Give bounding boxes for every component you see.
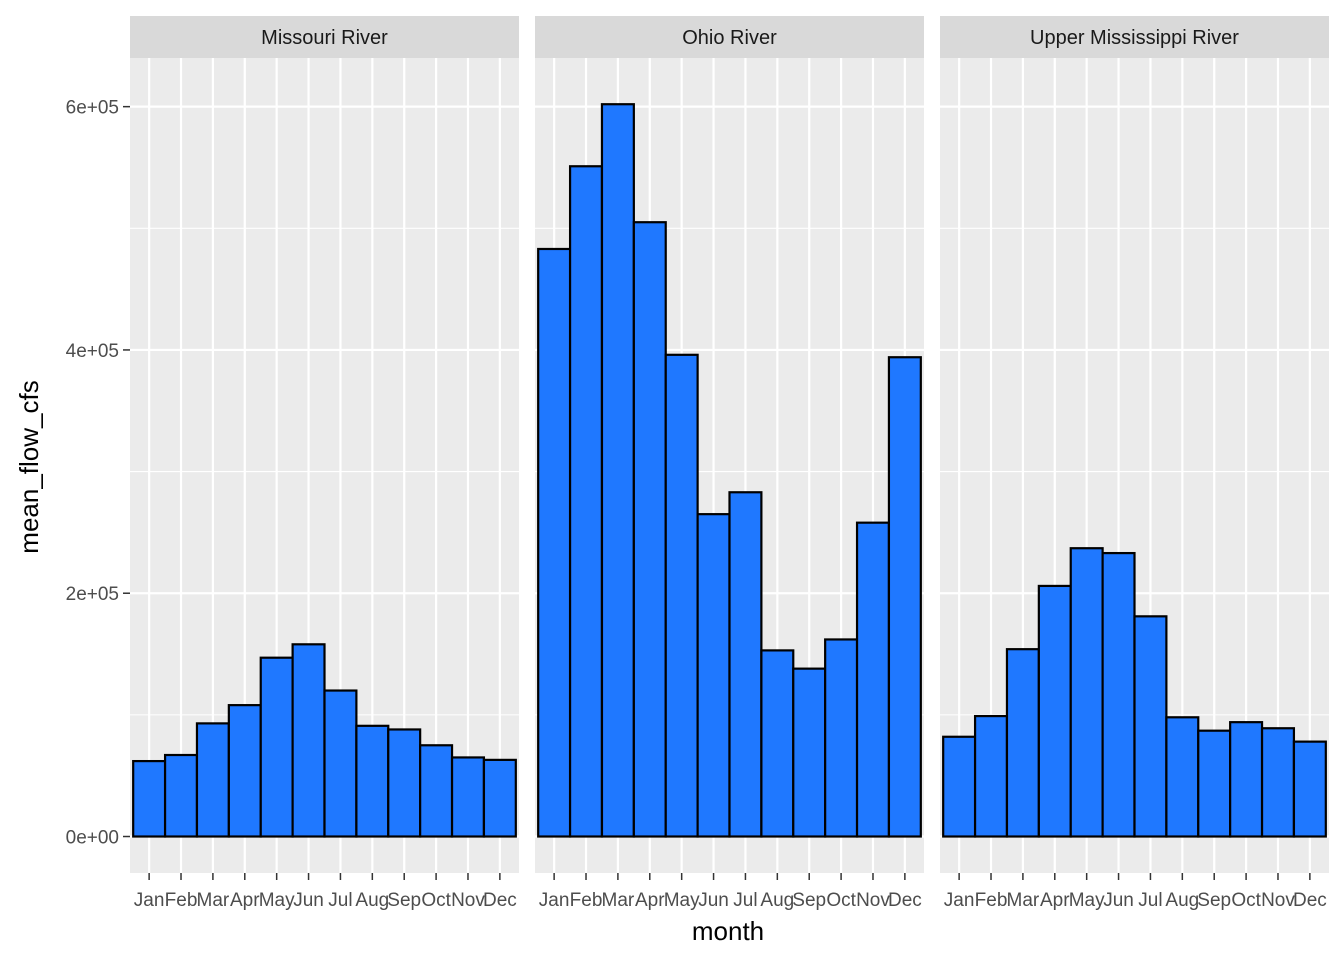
- bar-nov: [450, 756, 486, 838]
- x-tick-label: Nov: [1261, 890, 1295, 911]
- x-tick-label: Jul: [328, 890, 352, 911]
- bar-feb: [163, 753, 199, 838]
- bar-nov: [855, 521, 891, 838]
- x-tick-label: Jan: [134, 890, 165, 911]
- x-tick-label: Jan: [944, 890, 975, 911]
- x-tick-label: Dec: [1293, 890, 1327, 911]
- bar-aug: [1165, 716, 1200, 838]
- x-tick-label: Jun: [1103, 890, 1134, 911]
- bar-jan: [132, 759, 167, 838]
- x-axis-title: month: [692, 916, 764, 946]
- bar-aug: [355, 724, 390, 838]
- x-tick-label: Aug: [760, 890, 794, 911]
- x-tick-label: Jul: [733, 890, 757, 911]
- bar-may: [664, 353, 699, 838]
- y-axis-title: mean_flow_cfs: [14, 380, 44, 553]
- facet-strip: [535, 16, 924, 58]
- x-tick-label: Nov: [856, 890, 890, 911]
- y-tick-label: 4e+05: [66, 341, 119, 362]
- bar-jan: [537, 247, 572, 838]
- x-tick-label: Oct: [826, 890, 856, 911]
- x-tick-label: Mar: [1007, 890, 1040, 911]
- bar-apr: [227, 704, 262, 838]
- x-tick-label: Feb: [975, 890, 1008, 911]
- bar-jun: [291, 643, 326, 838]
- y-tick-label: 6e+05: [66, 98, 119, 119]
- bar-dec: [482, 758, 517, 838]
- facet-strip-label: Upper Mississippi River: [1030, 27, 1239, 49]
- bar-jun: [696, 513, 731, 838]
- bar-sep: [792, 667, 827, 838]
- bar-oct: [419, 744, 454, 838]
- x-tick-label: Jan: [539, 890, 570, 911]
- x-tick-label: May: [259, 890, 295, 911]
- bar-oct: [824, 638, 859, 838]
- y-axis: 0e+00 2e+05 4e+05 6e+05: [66, 98, 130, 849]
- x-tick-label: Jun: [698, 890, 729, 911]
- x-tick-label: Aug: [1165, 890, 1199, 911]
- x-tick-label: Sep: [792, 890, 826, 911]
- y-tick-label: 2e+05: [66, 584, 119, 605]
- bar-dec: [887, 356, 922, 838]
- bar-oct: [1229, 721, 1264, 838]
- bar-sep: [387, 728, 422, 838]
- x-tick-label: Apr: [635, 890, 665, 911]
- x-tick-label: Oct: [421, 890, 451, 911]
- bar-may: [259, 656, 294, 838]
- bar-jul: [728, 491, 763, 838]
- facet-strip: [940, 16, 1329, 58]
- bar-nov: [1260, 727, 1296, 838]
- bar-jan: [942, 735, 977, 838]
- x-tick-label: May: [1069, 890, 1105, 911]
- facet-strip: [130, 16, 519, 58]
- x-tick-label: Sep: [1197, 890, 1231, 911]
- x-tick-label: Dec: [483, 890, 517, 911]
- x-tick-label: Nov: [451, 890, 485, 911]
- x-tick-label: Apr: [230, 890, 260, 911]
- facet-strip-label: Missouri River: [261, 27, 388, 49]
- x-tick-label: Feb: [165, 890, 198, 911]
- x-tick-label: Sep: [387, 890, 421, 911]
- bar-feb: [568, 165, 604, 838]
- bar-jul: [1133, 615, 1168, 838]
- bar-dec: [1292, 740, 1327, 838]
- facet-strip-label: Ohio River: [682, 27, 777, 49]
- x-tick-label: Jul: [1138, 890, 1162, 911]
- x-tick-label: Oct: [1231, 890, 1261, 911]
- bar-aug: [760, 649, 795, 838]
- x-tick-label: Mar: [602, 890, 635, 911]
- bar-jul: [323, 689, 358, 838]
- x-tick-label: Feb: [570, 890, 603, 911]
- y-tick-label: 0e+00: [66, 828, 119, 849]
- x-tick-label: May: [664, 890, 700, 911]
- bar-may: [1069, 547, 1104, 838]
- bar-sep: [1197, 729, 1232, 838]
- x-tick-label: Mar: [197, 890, 230, 911]
- bar-feb: [973, 714, 1009, 838]
- x-tick-label: Dec: [888, 890, 922, 911]
- bar-jun: [1101, 551, 1136, 838]
- x-tick-label: Apr: [1040, 890, 1070, 911]
- x-tick-label: Jun: [293, 890, 324, 911]
- bar-mar: [600, 103, 635, 838]
- bar-mar: [195, 722, 230, 838]
- x-tick-label: Aug: [355, 890, 389, 911]
- bar-apr: [1037, 584, 1072, 838]
- bar-apr: [632, 221, 667, 838]
- bar-mar: [1005, 648, 1040, 838]
